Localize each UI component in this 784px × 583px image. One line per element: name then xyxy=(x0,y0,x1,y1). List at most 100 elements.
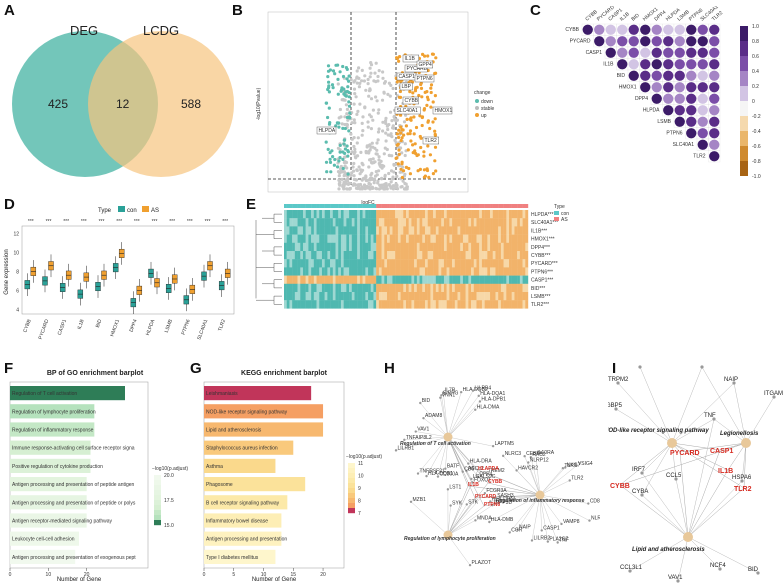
heatmap-cell xyxy=(441,242,445,252)
heatmap-type-bar xyxy=(297,204,301,208)
volcano-point-up xyxy=(400,175,404,180)
volcano-point-stable xyxy=(338,107,342,112)
corr-circle xyxy=(697,24,708,35)
heatmap-cell xyxy=(490,292,493,301)
network-gene-node xyxy=(468,563,472,567)
volcano-point-stable xyxy=(353,147,357,151)
volcano-point-stable xyxy=(392,184,396,188)
volcano-ylabel: -log10(Pvalue) xyxy=(256,87,262,120)
volcano-point-up xyxy=(433,159,437,163)
heatmap-type-bar xyxy=(406,204,409,208)
heatmap-cell xyxy=(392,292,396,301)
heatmap-cell xyxy=(387,251,390,260)
heatmap-cell xyxy=(492,292,496,301)
volcano-point-stable xyxy=(375,173,379,177)
heatmap-cell xyxy=(525,234,529,243)
heatmap-cell xyxy=(286,251,290,260)
heatmap-cell xyxy=(305,210,309,219)
heatmap-cell xyxy=(500,226,504,235)
heatmap-cell xyxy=(324,226,328,235)
network-gene-label: DPP4 xyxy=(479,472,492,478)
volcano-point-stable xyxy=(337,174,341,178)
volcano-point-up xyxy=(397,148,401,152)
heatmap-cell xyxy=(408,226,412,235)
volcano-gene-label: IL1B xyxy=(405,56,416,62)
network-edge xyxy=(426,436,449,477)
heatmap-type-bar xyxy=(454,204,458,208)
network-edge xyxy=(420,402,449,438)
network-gene-label: CD8 xyxy=(590,499,600,505)
heatmap-cell xyxy=(368,283,371,293)
heatmap-cell xyxy=(294,283,298,293)
heatmap-type-bar xyxy=(416,204,420,208)
volcano-point-stable xyxy=(336,146,340,150)
heatmap-cell xyxy=(397,275,401,284)
corr-circle xyxy=(663,59,674,70)
heatmap-cell xyxy=(343,226,347,235)
heatmap-cell xyxy=(349,267,352,276)
volcano-point-stable xyxy=(352,174,356,178)
corr-circle xyxy=(697,139,708,150)
go-title: BP of GO enrichment barplot xyxy=(47,370,144,377)
heatmap-type-bar xyxy=(438,204,442,208)
corr-circle xyxy=(686,128,697,139)
heatmap-cell xyxy=(378,300,382,309)
heatmap-cell xyxy=(484,242,488,252)
heatmap-cell xyxy=(297,259,301,268)
network-gene-label: HLA-DMB xyxy=(491,517,514,523)
volcano-point-down xyxy=(341,126,345,130)
heatmap-cell xyxy=(332,292,336,301)
volcano-point-stable xyxy=(349,132,353,136)
heatmap-cell xyxy=(449,226,453,235)
heatmap-cell xyxy=(403,267,407,276)
heatmap-cell xyxy=(354,234,358,243)
corr-circle xyxy=(709,82,720,93)
heatmap-cell xyxy=(500,283,504,293)
network-edge xyxy=(713,418,747,444)
heatmap-cells xyxy=(284,204,529,309)
volcano-point-down xyxy=(338,70,342,74)
volcano-point-up xyxy=(407,166,411,171)
heatmap-cell xyxy=(465,275,469,284)
heatmap-cell xyxy=(487,251,491,260)
heatmap-cell xyxy=(403,292,407,301)
volcano-point-stable xyxy=(352,177,356,182)
volcano-point-stable xyxy=(368,178,372,182)
enrichment-bar xyxy=(204,531,282,546)
heatmap-cell xyxy=(359,300,363,309)
volcano-point-stable xyxy=(365,178,369,182)
volcano-label-box xyxy=(316,126,337,135)
heatmap-cell xyxy=(446,300,450,309)
volcano-point-stable xyxy=(382,186,386,190)
heatmap-cell xyxy=(460,210,464,219)
heatmap-cell xyxy=(343,300,347,309)
heatmap-cell xyxy=(387,300,390,309)
volcano-point-up xyxy=(402,133,406,137)
heatmap-cell xyxy=(351,218,355,227)
heatmap-cell xyxy=(517,234,521,243)
heatmap-cell xyxy=(297,210,301,219)
volcano-point-stable xyxy=(402,120,407,124)
colorbar-segment xyxy=(740,71,748,86)
heatmap-cell xyxy=(392,267,396,276)
volcano-point-stable xyxy=(372,79,376,83)
heatmap-cell xyxy=(297,275,301,284)
heatmap-cell xyxy=(316,251,320,260)
heatmap-cell xyxy=(441,251,445,260)
venn-right-only: 588 xyxy=(181,97,201,111)
volcano-point-stable xyxy=(390,135,394,139)
corr-circle xyxy=(674,59,685,70)
heatmap-cell xyxy=(519,259,523,268)
network-edge xyxy=(437,436,449,477)
heatmap-cell xyxy=(457,251,461,260)
heatmap-cell xyxy=(308,226,312,235)
network-gene-label: PLAZOT xyxy=(472,560,491,566)
network-edge xyxy=(447,504,493,536)
heatmap-cell xyxy=(368,218,371,227)
heatmap-cell xyxy=(411,275,415,284)
heatmap-cell xyxy=(387,210,390,219)
volcano-gene-label: LBP xyxy=(402,84,412,90)
volcano-point-stable xyxy=(370,141,374,145)
volcano-point-up xyxy=(394,156,398,160)
